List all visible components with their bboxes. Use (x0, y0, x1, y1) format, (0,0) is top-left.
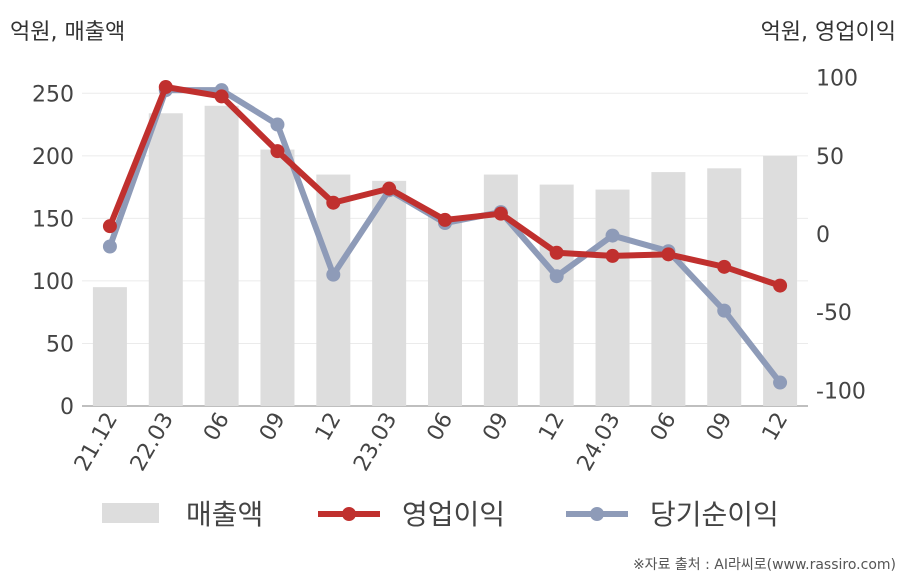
revenue-bar (428, 215, 462, 406)
x-tick-label: 09 (255, 409, 291, 446)
operating-profit-point (605, 248, 620, 263)
x-axis: 21.12 22.03 06 09 12 23.03 06 09 12 24.03 06 09 12 (70, 409, 793, 476)
legend-swatch-revenue (102, 503, 159, 523)
x-tick-label: 12 (534, 409, 570, 446)
left-axis-unit-label: 억원, 매출액 (10, 20, 126, 45)
revenue-bar (204, 105, 239, 407)
left-y-axis: 0 50 100 150 200 250 (32, 82, 74, 420)
legend-label-net-income: 당기순이익 (650, 498, 779, 531)
legend-swatch-net-income-dot (590, 507, 604, 521)
legend-swatch-operating-profit-dot (342, 507, 356, 521)
revenue-bar (372, 180, 407, 406)
net-income-point (717, 303, 732, 318)
net-income-point (605, 228, 620, 243)
left-y-tick-label: 150 (32, 207, 74, 232)
revenue-bar (148, 113, 183, 407)
operating-profit-point (493, 206, 508, 221)
x-tick-label: 12 (311, 409, 347, 446)
net-income-point (270, 117, 285, 132)
x-tick-label: 23.03 (349, 409, 402, 476)
revenue-bar (316, 174, 351, 406)
net-income-point (773, 375, 788, 390)
revenue-bars (92, 105, 798, 407)
operating-profit-point (773, 278, 788, 293)
x-tick-label: 06 (646, 409, 682, 446)
revenue-bar (260, 149, 295, 406)
right-y-tick-label: -50 (816, 301, 852, 326)
right-y-tick-label: 50 (816, 145, 844, 170)
operating-profit-point (438, 212, 452, 227)
left-y-tick-label: 50 (46, 332, 74, 357)
operating-profit-point (270, 144, 285, 159)
revenue-bar (651, 172, 686, 406)
right-y-axis: -100 -50 0 50 100 (816, 67, 866, 405)
revenue-bar (707, 168, 742, 406)
right-y-tick-label: 100 (816, 67, 858, 92)
left-y-tick-label: 100 (32, 270, 74, 295)
operating-profit-point (717, 259, 732, 274)
x-tick-label: 21.12 (70, 409, 123, 476)
revenue-bar (595, 189, 630, 406)
net-income-point (102, 239, 117, 254)
legend: 매출액 영업이익 당기순이익 (102, 498, 779, 531)
x-tick-label: 24.03 (573, 409, 626, 476)
x-tick-label: 09 (478, 409, 514, 446)
profit-lines (102, 80, 788, 390)
source-note: ※자료 출처 : AI라씨로(www.rassiro.com) (632, 557, 896, 573)
x-tick-label: 09 (702, 409, 738, 446)
legend-label-operating-profit: 영업이익 (402, 498, 505, 531)
operating-profit-point (326, 195, 341, 210)
right-axis-unit-label: 억원, 영업이익 (760, 20, 896, 45)
operating-profit-point (549, 245, 564, 260)
x-tick-label: 06 (423, 409, 459, 446)
net-income-point (549, 269, 564, 284)
revenue-bar (92, 287, 127, 406)
operating-profit-point (158, 80, 173, 95)
revenue-bar (539, 184, 574, 406)
right-y-tick-label: -100 (816, 379, 866, 404)
operating-profit-point (214, 89, 229, 104)
x-tick-label: 22.03 (126, 409, 179, 476)
left-y-tick-label: 0 (60, 395, 74, 420)
left-y-tick-label: 250 (32, 82, 74, 107)
operating-profit-point (382, 181, 397, 196)
x-tick-label: 12 (758, 409, 794, 446)
legend-label-revenue: 매출액 (186, 498, 263, 531)
operating-profit-point (661, 247, 676, 262)
x-tick-label: 06 (199, 409, 235, 446)
right-y-tick-label: 0 (816, 223, 830, 248)
net-income-point (326, 267, 341, 282)
left-y-tick-label: 200 (32, 145, 74, 170)
operating-profit-point (102, 219, 117, 234)
